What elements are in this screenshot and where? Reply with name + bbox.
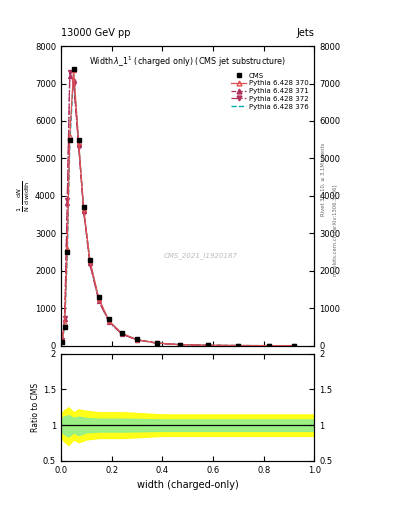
- Text: 13000 GeV pp: 13000 GeV pp: [61, 28, 130, 38]
- Y-axis label: $\frac{1}{\mathrm{N}}\,\frac{\mathrm{d}N}{\mathrm{d}\,\mathrm{width}}$: $\frac{1}{\mathrm{N}}\,\frac{\mathrm{d}N…: [16, 180, 32, 212]
- Legend: CMS, Pythia 6.428 370, Pythia 6.428 371, Pythia 6.428 372, Pythia 6.428 376: CMS, Pythia 6.428 370, Pythia 6.428 371,…: [229, 71, 311, 112]
- X-axis label: width (charged-only): width (charged-only): [137, 480, 239, 490]
- Text: Jets: Jets: [297, 28, 314, 38]
- Text: CMS_2021_I1920187: CMS_2021_I1920187: [163, 252, 237, 259]
- Y-axis label: Ratio to CMS: Ratio to CMS: [31, 383, 40, 432]
- Text: mcplots.cern.ch [arXiv:1306.3436]: mcplots.cern.ch [arXiv:1306.3436]: [333, 185, 338, 276]
- Text: Width$\,\lambda\_1^1$ (charged only) (CMS jet substructure): Width$\,\lambda\_1^1$ (charged only) (CM…: [89, 55, 286, 70]
- Text: Rivet 3.1.10, ≥ 3.1M events: Rivet 3.1.10, ≥ 3.1M events: [320, 142, 325, 216]
